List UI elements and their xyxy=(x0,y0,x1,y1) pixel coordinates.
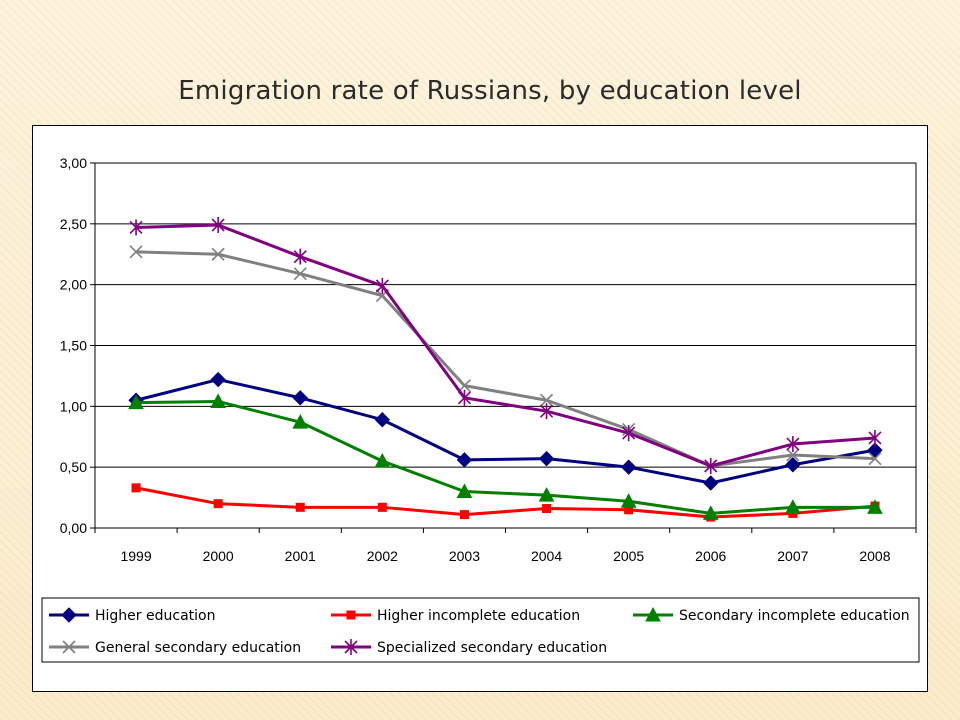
x-tick-label: 1999 xyxy=(120,548,151,564)
data-point xyxy=(459,510,469,520)
data-point xyxy=(457,379,472,393)
y-tick-label: 1,00 xyxy=(60,398,87,414)
data-point xyxy=(128,394,144,410)
series-line xyxy=(136,223,876,468)
data-point xyxy=(295,502,305,512)
data-point xyxy=(539,393,554,407)
series-5 xyxy=(129,217,882,474)
x-tick-label: 2002 xyxy=(367,548,398,564)
data-point xyxy=(375,277,389,294)
data-point xyxy=(620,459,637,475)
legend: Higher education Higher incomplete educat… xyxy=(41,597,920,663)
data-point xyxy=(620,493,637,508)
legend-marker xyxy=(645,606,661,622)
data-point xyxy=(129,219,143,236)
legend-item: Higher incomplete education xyxy=(331,608,580,624)
legend-marker xyxy=(61,607,77,623)
data-point xyxy=(786,448,800,462)
data-point xyxy=(210,393,226,408)
legend-item: Secondary incomplete education xyxy=(633,606,910,624)
legend-marker xyxy=(62,640,76,654)
y-tick-label: 2,00 xyxy=(60,277,87,293)
legend-item: General secondary education xyxy=(49,640,301,656)
data-point xyxy=(704,457,718,474)
series-line xyxy=(135,486,876,519)
data-point xyxy=(456,452,473,468)
x-tick-label: 2000 xyxy=(203,548,234,564)
data-point xyxy=(456,483,473,498)
legend-item: Specialized secondary education xyxy=(331,639,607,656)
data-point xyxy=(622,425,636,442)
data-point xyxy=(867,499,883,514)
series-2 xyxy=(131,483,880,522)
data-point xyxy=(211,217,225,234)
data-point xyxy=(785,457,801,473)
data-point xyxy=(538,487,555,502)
x-tick-label: 2003 xyxy=(449,548,480,564)
data-point xyxy=(457,389,472,406)
x-tick-label: 2001 xyxy=(285,548,316,564)
data-point xyxy=(538,450,555,467)
data-point xyxy=(539,403,554,420)
legend-label: Higher education xyxy=(95,608,215,624)
y-tick-label: 1,50 xyxy=(60,338,87,354)
x-tick-label: 2007 xyxy=(777,548,808,564)
x-tick-label: 2008 xyxy=(859,548,890,564)
legend-label: Higher incomplete education xyxy=(377,608,580,624)
series-line xyxy=(136,399,875,515)
data-point xyxy=(293,248,307,265)
data-point xyxy=(377,502,387,512)
legend-item: Higher education xyxy=(49,607,215,624)
x-tick-label: 2006 xyxy=(695,548,726,564)
x-tick-label: 2005 xyxy=(613,548,644,564)
data-point xyxy=(292,414,309,429)
x-tick-label: 2004 xyxy=(531,548,562,564)
data-point xyxy=(867,442,883,458)
data-point xyxy=(785,499,801,514)
plot-area: 0,00 0,50 1,00 1,50 2,00 2,50 3,00 1999 2000 2001… xyxy=(60,155,917,564)
series-3 xyxy=(128,393,883,520)
data-point xyxy=(702,505,719,520)
data-point xyxy=(868,429,882,446)
data-point xyxy=(292,390,308,406)
chart-frame: 0,00 0,50 1,00 1,50 2,00 2,50 3,00 1999 2000 2001… xyxy=(32,125,928,692)
data-point xyxy=(374,412,391,428)
legend-marker xyxy=(344,639,358,655)
legend-label: Specialized secondary education xyxy=(377,640,607,656)
data-point xyxy=(868,452,882,466)
legend-label: Secondary incomplete education xyxy=(679,608,910,624)
legend-marker xyxy=(346,610,356,620)
data-point xyxy=(542,504,552,514)
series-4 xyxy=(129,245,882,473)
slide-title: Emigration rate of Russians, by educatio… xyxy=(178,76,802,106)
y-tick-label: 3,00 xyxy=(60,155,87,171)
data-point xyxy=(374,453,391,468)
line-chart: 0,00 0,50 1,00 1,50 2,00 2,50 3,00 1999 2000 2001… xyxy=(41,155,920,663)
data-point xyxy=(703,475,719,491)
data-point xyxy=(131,483,141,493)
series-1 xyxy=(128,371,883,491)
y-tick-label: 2,50 xyxy=(60,216,87,232)
series-line xyxy=(135,378,876,485)
y-tick-label: 0,50 xyxy=(60,459,87,475)
data-point xyxy=(786,436,800,453)
legend-label: General secondary education xyxy=(95,640,301,656)
legend-box xyxy=(41,597,920,663)
y-tick-label: 0,00 xyxy=(60,520,87,536)
data-point xyxy=(210,371,226,388)
data-point xyxy=(129,245,143,259)
data-point xyxy=(213,499,223,509)
series-line xyxy=(136,250,876,468)
data-point xyxy=(293,267,307,281)
data-point xyxy=(211,247,225,261)
